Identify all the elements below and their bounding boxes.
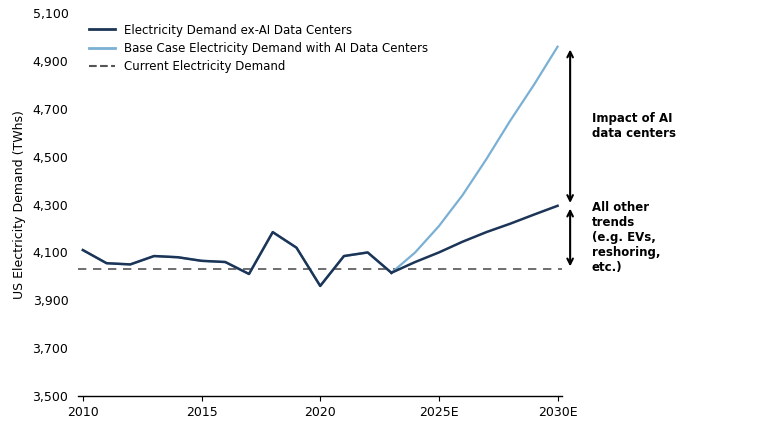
Text: Impact of AI
data centers: Impact of AI data centers xyxy=(592,112,676,140)
Legend: Electricity Demand ex-AI Data Centers, Base Case Electricity Demand with AI Data: Electricity Demand ex-AI Data Centers, B… xyxy=(84,19,433,78)
Text: All other
trends
(e.g. EVs,
reshoring,
etc.): All other trends (e.g. EVs, reshoring, e… xyxy=(592,201,661,274)
Y-axis label: US Electricity Demand (TWhs): US Electricity Demand (TWhs) xyxy=(12,110,26,299)
